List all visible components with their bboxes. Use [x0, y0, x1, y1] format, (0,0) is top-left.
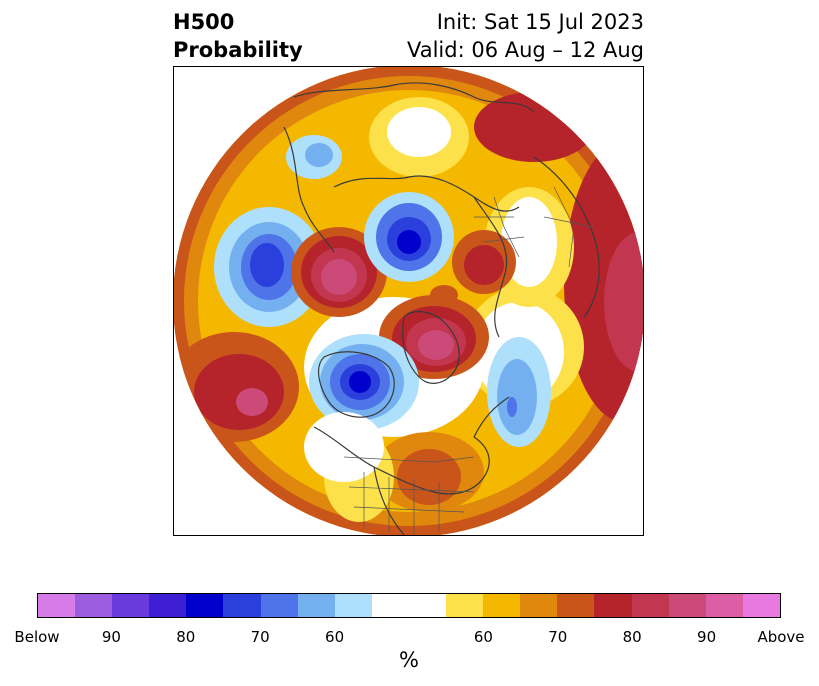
colorbar-tick-label: 90 — [101, 628, 121, 646]
colorbar-tick-label: 80 — [622, 628, 642, 646]
colorbar-segment — [75, 594, 113, 617]
colorbar-segment — [371, 594, 409, 617]
colorbar-segment — [446, 594, 484, 617]
colorbar-segment — [631, 594, 669, 617]
colorbar-segment — [520, 594, 558, 617]
colorbar-segment — [334, 594, 372, 617]
anomaly-greenland-above — [418, 330, 454, 360]
coastline-greenland — [402, 310, 460, 384]
colorbar-segment — [557, 594, 595, 617]
map-title: H500 Probability — [173, 8, 303, 64]
anomaly-east-siberia-below — [397, 230, 421, 254]
colorbar-segment — [297, 594, 335, 617]
map-title-line2: Probability — [173, 38, 303, 62]
map-dates: Init: Sat 15 Jul 2023 Valid: 06 Aug – 12… — [407, 8, 644, 64]
init-date: Init: Sat 15 Jul 2023 — [436, 10, 644, 34]
colorbar-tick-label: 70 — [250, 628, 270, 646]
anomaly-north-atlantic-below — [507, 397, 517, 417]
colorbar-tick-label: 60 — [473, 628, 493, 646]
colorbar-segment — [483, 594, 521, 617]
colorbar-tick-label: Below — [14, 628, 60, 646]
colorbar-tick-label: Above — [757, 628, 805, 646]
colorbar-segment — [705, 594, 743, 617]
anomaly-kara-sea-above — [464, 245, 504, 285]
colorbar-segment — [260, 594, 298, 617]
anomaly-bering-above — [321, 259, 357, 295]
coastlines — [283, 82, 600, 535]
polar-map — [173, 66, 644, 536]
colorbar-segment — [112, 594, 150, 617]
colorbar-segment — [186, 594, 224, 617]
colorbar-segment — [668, 594, 706, 617]
polar-map-svg — [174, 67, 643, 535]
colorbar-tick-label: 90 — [697, 628, 717, 646]
colorbar-tick-label: 60 — [325, 628, 345, 646]
anomaly-hudson-bay-below — [349, 371, 371, 393]
colorbar-segment — [38, 594, 76, 617]
colorbar-segment — [223, 594, 261, 617]
coastline-north-america — [313, 426, 490, 495]
coastline-hudson-bay — [317, 351, 395, 418]
map-title-line1: H500 — [173, 10, 235, 34]
political-borders — [343, 186, 595, 535]
coastline-arctic-north — [293, 82, 535, 113]
anomaly-eastern-us-above — [397, 449, 461, 505]
colorbar-tick-label: 80 — [176, 628, 196, 646]
colorbar-unit-label: % — [399, 648, 419, 672]
valid-date-range: Valid: 06 Aug – 12 Aug — [406, 38, 644, 62]
probability-field — [174, 67, 643, 535]
colorbar-segment — [408, 594, 447, 617]
colorbar-tick-label: 70 — [548, 628, 568, 646]
colorbar-segment — [742, 594, 780, 617]
colorbar — [37, 593, 781, 618]
colorbar-segment — [594, 594, 632, 617]
colorbar-segment — [149, 594, 187, 617]
